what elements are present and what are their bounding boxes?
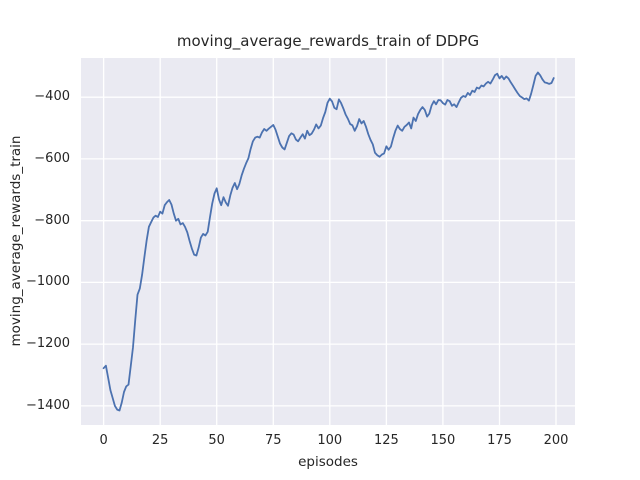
- x-tick-label: 200: [543, 433, 569, 448]
- y-tick-label: −1000: [26, 274, 70, 290]
- y-tick-label: −1200: [26, 336, 70, 352]
- x-tick-label: 125: [373, 433, 399, 448]
- y-tick-label: −1400: [26, 397, 70, 413]
- x-tick-label: 100: [317, 433, 343, 448]
- x-tick-label: 150: [430, 433, 456, 448]
- y-tick-label: −400: [34, 89, 70, 105]
- x-tick-label: 50: [208, 433, 225, 448]
- gridlines: [81, 58, 575, 425]
- x-tick-label: 0: [99, 433, 108, 448]
- y-tick-label: −600: [34, 150, 70, 166]
- plot-area: [81, 58, 575, 425]
- x-axis-label: episodes: [298, 454, 358, 470]
- y-tick-label: −800: [34, 212, 70, 228]
- x-tick-label: 25: [151, 433, 169, 448]
- x-tick-label: 175: [487, 433, 512, 448]
- series-line: [102, 71, 555, 412]
- chart-title: moving_average_rewards_train of DDPG: [176, 32, 480, 50]
- plot-canvas: [81, 58, 575, 425]
- x-tick-label: 75: [265, 433, 282, 448]
